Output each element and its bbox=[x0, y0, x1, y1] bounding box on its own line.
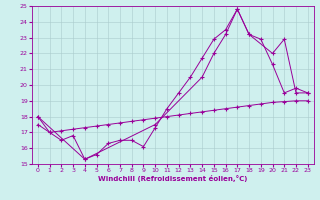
X-axis label: Windchill (Refroidissement éolien,°C): Windchill (Refroidissement éolien,°C) bbox=[98, 175, 247, 182]
